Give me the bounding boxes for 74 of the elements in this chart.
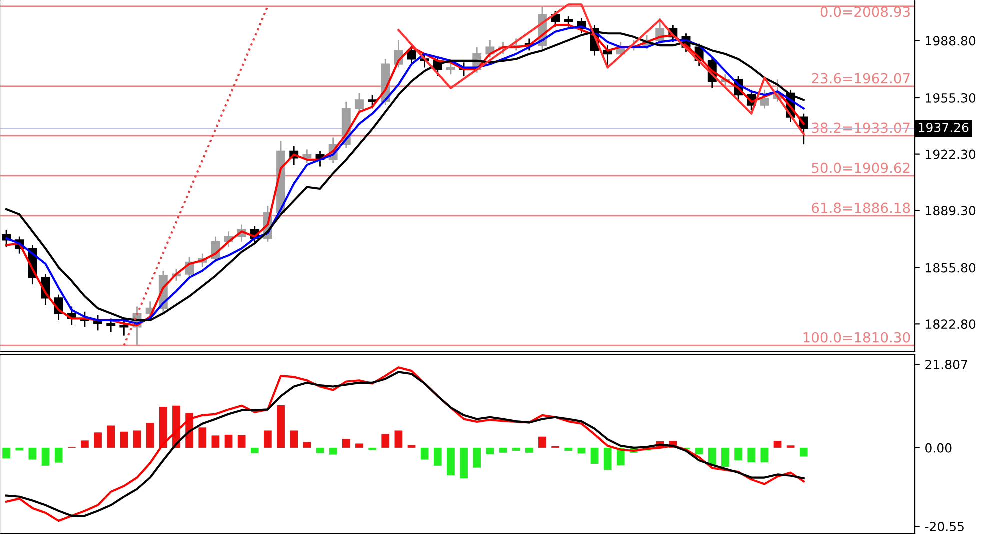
bar: [224, 434, 233, 448]
bar: [748, 448, 756, 462]
y-tick-label: 1922.30: [926, 150, 976, 160]
bar: [316, 448, 324, 454]
bar: [28, 448, 37, 460]
bar: [564, 448, 573, 451]
bar: [250, 448, 259, 454]
bar: [303, 442, 312, 448]
bar: [42, 448, 50, 466]
bar: [800, 448, 808, 457]
ref-line-label: 38.2=1933.07: [812, 122, 910, 134]
bar: [198, 428, 207, 448]
bar: [590, 448, 599, 464]
bar: [708, 448, 716, 466]
bar: [120, 432, 128, 448]
bar: [473, 448, 482, 468]
candlestick: [368, 94, 378, 110]
bar: [695, 448, 704, 454]
y-tick-label: 1855.80: [926, 263, 976, 273]
bar: [734, 448, 742, 461]
ref-line-label: 100.0=1810.30: [804, 332, 910, 343]
bar: [434, 448, 442, 466]
bar: [499, 448, 508, 453]
bar: [525, 448, 534, 453]
y-tick-label: 1822.80: [926, 320, 976, 330]
bar: [774, 441, 782, 448]
candlestick: [407, 44, 416, 66]
y-tick-label: 1889.30: [926, 206, 976, 216]
bar: [486, 448, 494, 454]
bar: [277, 405, 285, 448]
bar: [212, 436, 220, 448]
bar: [578, 448, 586, 454]
bar: [264, 430, 272, 448]
bar: [81, 440, 89, 448]
candlestick: [446, 62, 456, 76]
y-tick-label: 21.807: [926, 360, 968, 370]
ref-line-label: 50.0=1909.62: [812, 162, 910, 174]
bar: [290, 430, 298, 448]
bar: [760, 448, 769, 462]
ref-line-label: 0.0=2008.93: [820, 6, 910, 18]
bar: [133, 430, 142, 448]
bar: [538, 436, 546, 448]
bar: [722, 448, 730, 468]
bar: [238, 435, 246, 448]
y-tick-label: 1988.80: [926, 36, 976, 46]
bar: [512, 448, 520, 451]
candlestick: [106, 318, 116, 334]
ref-line-label: 1937.26: [919, 122, 969, 132]
bar: [107, 426, 116, 448]
y-tick-label: -20.55: [925, 522, 964, 532]
bar: [382, 434, 390, 448]
line-series: [398, 4, 805, 136]
y-tick-label: 1955.30: [926, 93, 976, 103]
bar: [16, 448, 24, 451]
bar: [394, 430, 403, 448]
bar: [447, 448, 455, 476]
y-tick-label: 0.00: [926, 443, 952, 453]
bar: [54, 448, 63, 463]
bar: [604, 448, 612, 470]
bar: [342, 439, 350, 448]
ref-line-label: 61.8=1886.18: [812, 202, 910, 214]
bar: [2, 448, 10, 459]
bar: [94, 432, 102, 448]
bar: [460, 448, 468, 479]
bar: [329, 448, 338, 455]
bar: [356, 444, 364, 448]
candlestick: [564, 16, 574, 28]
ref-line-label: 23.6=1962.07: [812, 73, 910, 84]
candlestick: [354, 92, 364, 115]
bar: [159, 407, 168, 448]
candlestick: [302, 149, 312, 164]
bar: [146, 423, 154, 448]
candlestick: [760, 89, 770, 110]
bar: [420, 448, 429, 460]
